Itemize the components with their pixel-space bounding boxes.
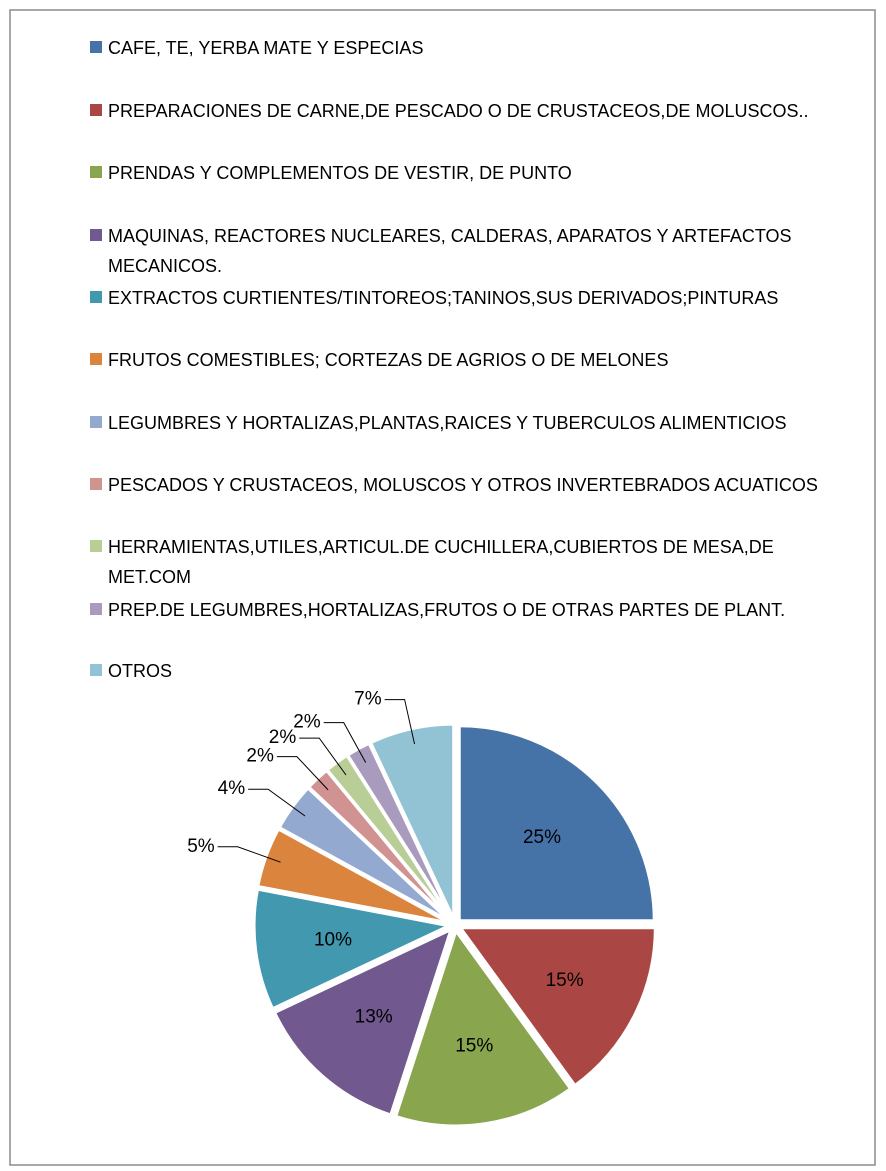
legend-swatch — [90, 291, 102, 303]
legend-label: PRENDAS Y COMPLEMENTOS DE VESTIR, DE PUN… — [108, 163, 572, 183]
pie-slice — [252, 887, 454, 1011]
legend-item: PREP.DE LEGUMBRES,HORTALIZAS,FRUTOS O DE… — [90, 595, 830, 625]
legend-item: PESCADOS Y CRUSTACEOS, MOLUSCOS Y OTROS … — [90, 470, 830, 500]
data-label: 4% — [218, 778, 246, 799]
legend-label: LEGUMBRES Y HORTALIZAS,PLANTAS,RAICES Y … — [108, 413, 787, 433]
legend-item: LEGUMBRES Y HORTALIZAS,PLANTAS,RAICES Y … — [90, 408, 830, 438]
legend-item: EXTRACTOS CURTIENTES/TINTOREOS;TANINOS,S… — [90, 283, 830, 313]
legend-swatch — [90, 229, 102, 241]
pie-slice — [393, 927, 573, 1128]
legend-item: PRENDAS Y COMPLEMENTOS DE VESTIR, DE PUN… — [90, 158, 830, 188]
legend-swatch — [90, 353, 102, 365]
legend-item: OTROS — [90, 656, 830, 686]
data-label: 5% — [187, 836, 215, 857]
data-label: 2% — [293, 712, 321, 733]
legend-swatch — [90, 41, 102, 53]
leader-line — [323, 722, 367, 763]
legend-label: PREPARACIONES DE CARNE,DE PESCADO O DE C… — [108, 101, 809, 121]
legend-label: FRUTOS COMESTIBLES; CORTEZAS DE AGRIOS O… — [108, 350, 669, 370]
leader-line — [276, 756, 329, 791]
data-label: 2% — [269, 727, 297, 748]
legend-label: PREP.DE LEGUMBRES,HORTALIZAS,FRUTOS O DE… — [108, 600, 786, 620]
leader-line — [384, 699, 416, 745]
pie-slice — [457, 926, 657, 1088]
data-label: 13% — [355, 1006, 393, 1027]
legend-swatch — [90, 540, 102, 552]
legend-label: HERRAMIENTAS,UTILES,ARTICUL.DE CUCHILLER… — [108, 537, 774, 587]
data-label: 15% — [455, 1036, 493, 1057]
legend-item: FRUTOS COMESTIBLES; CORTEZAS DE AGRIOS O… — [90, 345, 830, 375]
legend-label: EXTRACTOS CURTIENTES/TINTOREOS;TANINOS,S… — [108, 288, 779, 308]
legend-label: MAQUINAS, REACTORES NUCLEARES, CALDERAS,… — [108, 226, 792, 276]
legend-item: CAFE, TE, YERBA MATE Y ESPECIAS — [90, 33, 830, 63]
legend-item: HERRAMIENTAS,UTILES,ARTICUL.DE CUCHILLER… — [90, 532, 830, 592]
legend-label: OTROS — [108, 661, 173, 681]
legend-swatch — [90, 478, 102, 490]
data-label: 15% — [546, 970, 584, 991]
leader-line — [248, 788, 306, 817]
leader-line — [217, 846, 281, 863]
legend-swatch — [90, 416, 102, 428]
data-label: 7% — [354, 689, 382, 710]
legend-swatch — [90, 166, 102, 178]
legend-swatch — [90, 104, 102, 116]
pie-slice — [457, 724, 656, 923]
data-label: 2% — [246, 746, 274, 767]
data-label: 10% — [314, 929, 352, 950]
legend-label: PESCADOS Y CRUSTACEOS, MOLUSCOS Y OTROS … — [108, 475, 818, 495]
legend-label: CAFE, TE, YERBA MATE Y ESPECIAS — [108, 38, 424, 58]
data-label: 25% — [523, 827, 561, 848]
pie-slice — [272, 926, 454, 1117]
legend-item: MAQUINAS, REACTORES NUCLEARES, CALDERAS,… — [90, 221, 830, 281]
legend-swatch — [90, 603, 102, 615]
legend-item: PREPARACIONES DE CARNE,DE PESCADO O DE C… — [90, 96, 830, 126]
legend-swatch — [90, 664, 102, 676]
leader-line — [299, 737, 347, 776]
